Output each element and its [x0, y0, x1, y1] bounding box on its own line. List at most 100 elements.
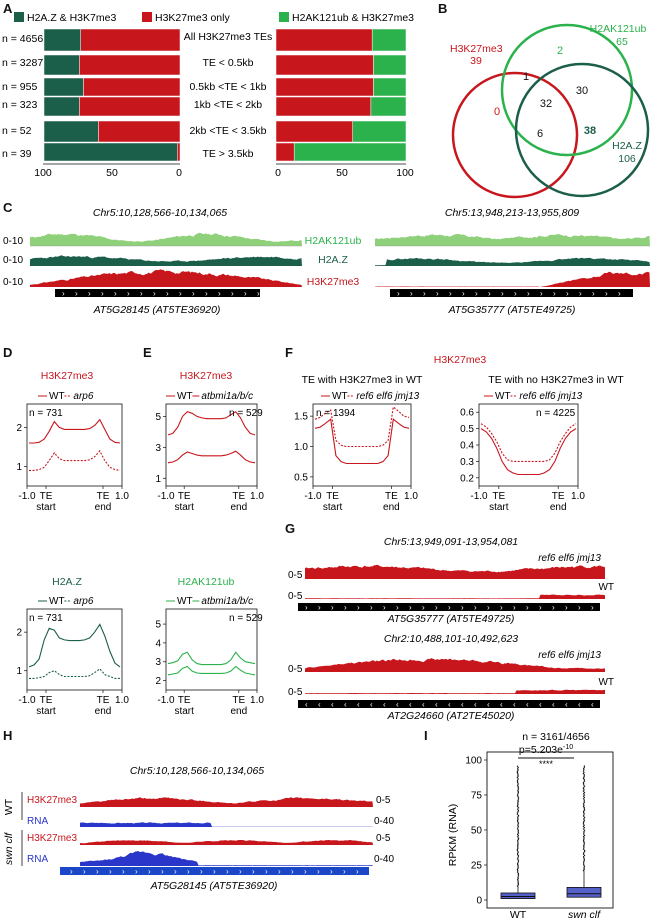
x-tick-label: 1.0: [250, 491, 264, 502]
outlier-point: [582, 833, 585, 835]
outlier-point: [583, 861, 585, 863]
legend-label-mutant: arp6: [73, 391, 93, 402]
bar-segment-h3k27: [275, 96, 372, 117]
outlier-point: [516, 868, 519, 871]
outlier-point: [583, 804, 585, 806]
strand-arrow: ›: [140, 289, 143, 298]
x-tick-label: TE: [232, 695, 245, 706]
box: [500, 892, 536, 899]
panel-a: H2A.Z & H3K7me3 H3K27me3 only H2AK121ub …: [2, 12, 414, 179]
outlier-point: [517, 846, 519, 848]
series-line-wt: [167, 651, 256, 666]
outlier-point: [517, 841, 519, 843]
outlier-point: [517, 785, 519, 788]
significance-stars: ****: [539, 759, 554, 769]
outlier-point: [517, 799, 519, 802]
locus-label: Chr5:10,128,566-10,134,065: [130, 765, 264, 777]
x-tick-label: -1.0: [304, 491, 322, 502]
outlier-point: [583, 835, 585, 838]
track-scale: 0-5: [288, 591, 303, 602]
signal-rna-wt: [80, 822, 373, 827]
venn-set-count: 106: [618, 153, 636, 165]
outlier-point: [583, 779, 586, 781]
gene-label: AT5G35777 (AT5TE49725): [387, 613, 515, 625]
x-tick-label: TE: [232, 491, 245, 502]
x-tick-sublabel: end: [95, 706, 112, 717]
strand-arrow: ›: [579, 289, 582, 298]
strand-arrow: ›: [553, 289, 556, 298]
y-tick-label: 50: [471, 826, 483, 837]
outlier-point: [517, 858, 519, 861]
panel-letter-a: A: [3, 1, 13, 16]
plot-subtitle: TE with H3K27me3 in WT: [302, 374, 423, 386]
outlier-point: [516, 863, 519, 866]
x-tick-label: TE: [97, 491, 110, 502]
n-label: n = 39: [2, 148, 32, 160]
track-scale: 0-5: [288, 664, 303, 675]
legend-label-mutant: ref6 elf6 jmj13: [519, 391, 582, 402]
series-line-mutant: [314, 405, 410, 448]
bars-a-right: [275, 28, 407, 162]
outlier-point: [583, 789, 585, 791]
outlier-point: [516, 812, 519, 814]
strand-arrow: ›: [101, 289, 104, 298]
strand-arrow: ›: [88, 289, 91, 298]
venn-set-count: 65: [616, 36, 628, 48]
plot-frame: [165, 608, 258, 691]
locus-label: Chr2:10,488,101-10,492,623: [384, 633, 518, 645]
y-tick-label: 0.5: [294, 472, 308, 483]
strand-arrow: ›: [200, 867, 203, 876]
x-tick-label: TE: [40, 491, 53, 502]
series-line-mutant: [167, 665, 256, 676]
strand-arrow: ‹: [500, 700, 503, 709]
y-tick-label: 0.5: [460, 424, 474, 435]
group-label: swn clf: [3, 832, 15, 865]
outlier-point: [516, 805, 519, 808]
y-tick-label: 3: [155, 657, 161, 668]
track-label: RNA: [27, 816, 48, 827]
bar-segment-h2ak121: [352, 120, 407, 143]
outlier-point: [516, 879, 519, 881]
series-line-wt: [29, 418, 121, 444]
x-tick-label: swn clf: [568, 909, 601, 921]
outlier-point: [516, 765, 519, 767]
strand-arrow: ›: [226, 867, 229, 876]
legend-swatch-h3k27: [142, 12, 152, 22]
strand-arrow: ›: [397, 289, 400, 298]
outlier-point: [516, 853, 519, 856]
strand-arrow: ‹: [513, 700, 516, 709]
plot-frame: [26, 608, 123, 691]
strand-arrow: ›: [410, 289, 413, 298]
track-scale: 0-40: [374, 854, 394, 865]
strand-arrow: ›: [422, 603, 425, 612]
plot-title: H2AK121ub: [178, 576, 235, 588]
plot-title: H2A.Z: [52, 576, 82, 588]
x-tick-label: -1.0: [18, 491, 36, 502]
strand-arrow: ›: [305, 603, 308, 612]
strand-arrow: ‹: [435, 700, 438, 709]
venn-set-count: 39: [470, 55, 482, 67]
signal-h2az: [375, 257, 650, 266]
outlier-point: [517, 873, 520, 876]
outlier-point: [583, 820, 585, 823]
y-tick-label: 0: [476, 896, 482, 907]
strand-arrow: ‹: [565, 700, 568, 709]
legend-label-wt: WT: [177, 391, 193, 402]
outlier-point: [517, 877, 519, 880]
outlier-point: [516, 804, 519, 807]
outlier-point: [516, 821, 519, 823]
bar-segment-h2ak121: [371, 28, 407, 52]
strand-arrow: ›: [475, 289, 478, 298]
strand-arrow: ›: [304, 867, 307, 876]
strand-arrow: ›: [114, 289, 117, 298]
signal-h2ak121ub: [30, 232, 302, 246]
outlier-point: [517, 826, 520, 828]
x-tick-label: TE: [97, 695, 110, 706]
outlier-point: [582, 825, 585, 828]
outlier-point: [582, 770, 585, 772]
strand-arrow: ›: [592, 289, 595, 298]
outlier-point: [582, 839, 585, 842]
outlier-point: [583, 767, 585, 770]
outlier-point: [583, 840, 585, 843]
plot-title: H3K27me3: [434, 354, 487, 366]
